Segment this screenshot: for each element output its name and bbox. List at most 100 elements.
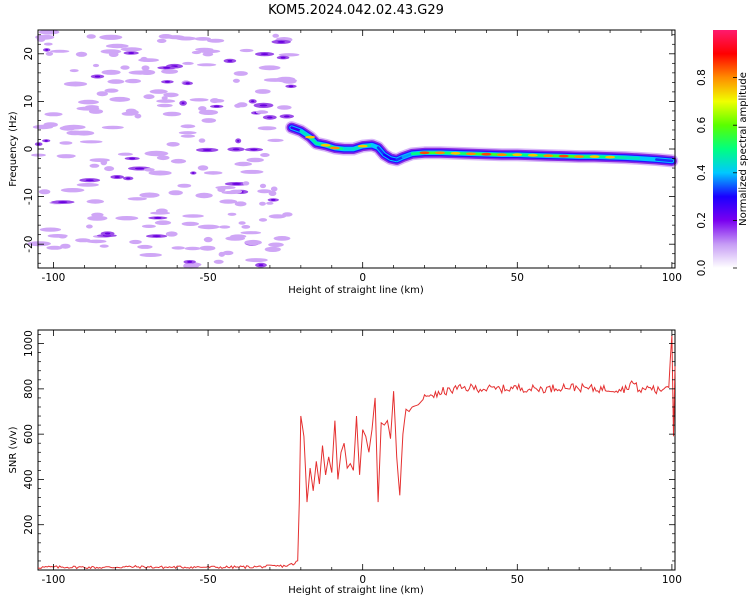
- noise-blob: [39, 227, 62, 232]
- noise-blob: [100, 49, 122, 54]
- noise-blob-core: [267, 116, 273, 119]
- noise-blob: [127, 197, 147, 201]
- noise-blob: [171, 246, 185, 250]
- noise-blob: [76, 183, 99, 187]
- noise-blob: [259, 183, 267, 189]
- noise-blob: [229, 189, 243, 194]
- noise-blob: [163, 92, 179, 98]
- noise-blob-core: [163, 66, 171, 69]
- noise-blob-core: [85, 179, 94, 182]
- noise-blob: [196, 63, 217, 67]
- noise-blob-core: [259, 104, 268, 107]
- noise-blob: [75, 51, 88, 57]
- noise-blob-core: [187, 260, 193, 263]
- ridge-peak: [329, 146, 340, 150]
- ridge-peak: [589, 155, 600, 159]
- ridge-peak: [574, 155, 585, 159]
- spectrogram-y-axis-label: Frequency (Hz): [8, 111, 19, 187]
- noise-blob: [225, 236, 245, 241]
- noise-blob: [50, 49, 70, 53]
- noise-blob: [213, 259, 224, 264]
- noise-blob-core: [185, 82, 190, 85]
- noise-blob: [137, 244, 153, 249]
- noise-blob: [141, 224, 156, 228]
- noise-blob: [66, 130, 84, 136]
- snr-x-ticks: -100 -50 0 50 100: [42, 330, 682, 586]
- noise-blob-core: [114, 176, 120, 178]
- y-tick-label: -20: [23, 236, 35, 253]
- y-tick-label: 20: [23, 47, 35, 60]
- noise-blob: [234, 201, 247, 207]
- noise-blob: [267, 138, 284, 142]
- noise-blob: [233, 71, 248, 76]
- noise-blob: [35, 34, 55, 40]
- noise-blob: [257, 189, 272, 194]
- noise-blob: [175, 36, 197, 41]
- noise-blob: [99, 244, 109, 248]
- noise-blob: [96, 91, 109, 97]
- noise-blob-core: [152, 235, 161, 238]
- colorbar-label: Normalized spectral amplitude: [738, 72, 749, 226]
- noise-blob: [181, 221, 199, 226]
- figure-title: KOM5.2024.042.02.43.G29: [268, 3, 444, 18]
- noise-blob-core: [192, 172, 195, 174]
- x-tick-label: -100: [42, 574, 66, 586]
- ridge-segment: [401, 152, 414, 159]
- noise-blob-core: [280, 56, 286, 59]
- noise-blob-core: [237, 139, 240, 142]
- y-tick-label: 1000: [23, 330, 35, 357]
- y-tick-label: -10: [23, 188, 35, 205]
- noise-blob: [161, 96, 168, 100]
- ridge-peak: [527, 153, 538, 157]
- ridge-segment: [376, 146, 386, 156]
- noise-blob: [89, 158, 110, 163]
- noise-blob: [57, 155, 75, 159]
- noise-blob: [47, 234, 68, 238]
- spectrogram-x-axis-label: Height of straight line (km): [288, 285, 424, 296]
- noise-blob: [117, 152, 133, 156]
- noise-blob-core: [128, 52, 135, 54]
- noise-blob: [180, 124, 196, 129]
- noise-blob-core: [288, 85, 294, 88]
- x-tick-label: 50: [511, 574, 524, 586]
- snr-frame: [37, 329, 676, 571]
- y-tick-label: 10: [23, 95, 35, 108]
- spectrogram-noise: [27, 29, 300, 269]
- noise-blob: [198, 106, 207, 112]
- noise-blob: [197, 49, 221, 54]
- noise-blob: [203, 236, 213, 243]
- noise-blob-core: [258, 264, 264, 267]
- noise-blob: [92, 63, 100, 68]
- noise-blob: [203, 171, 223, 175]
- noise-blob: [148, 170, 172, 176]
- noise-blob: [258, 218, 268, 222]
- noise-blob: [273, 236, 291, 241]
- noise-blob: [88, 109, 104, 114]
- noise-blob: [189, 98, 209, 102]
- ridge-peak: [481, 152, 492, 156]
- noise-blob: [101, 125, 124, 130]
- noise-blob: [222, 250, 234, 256]
- x-tick-label: -50: [199, 574, 216, 586]
- noise-blob: [59, 141, 73, 145]
- noise-blob-core: [283, 115, 290, 118]
- noise-blob: [258, 65, 281, 71]
- spectrogram-y-ticks: -20 -10 0 10 20: [23, 34, 675, 264]
- noise-blob-core: [260, 53, 269, 56]
- noise-blob: [156, 208, 168, 214]
- noise-blob: [268, 242, 284, 248]
- noise-blob: [139, 253, 162, 257]
- noise-blob: [268, 214, 287, 219]
- x-tick-label: 0: [359, 574, 366, 586]
- noise-blob: [125, 78, 141, 84]
- snr-x-axis-label: Height of straight line (km): [288, 585, 424, 596]
- noise-blob: [240, 231, 262, 235]
- noise-blob: [198, 109, 219, 115]
- noise-blob: [168, 190, 183, 196]
- noise-blob: [277, 105, 292, 110]
- noise-blob: [129, 110, 139, 115]
- noise-blob: [161, 69, 179, 74]
- x-tick-label: -100: [42, 272, 66, 284]
- noise-blob-core: [154, 216, 162, 219]
- ridge-peak: [605, 155, 616, 159]
